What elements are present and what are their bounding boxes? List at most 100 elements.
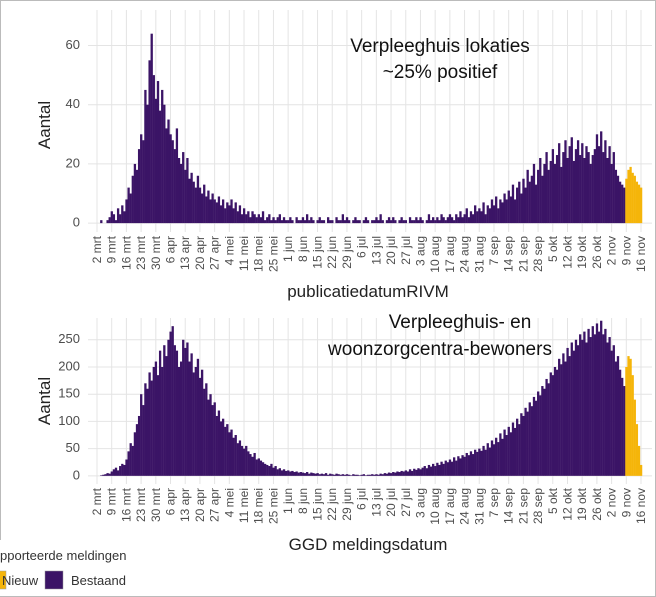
bar: [236, 443, 239, 476]
x-tick-label: 3 aug: [413, 236, 427, 266]
bar: [558, 143, 561, 224]
x-tick-label: 4 mei: [222, 488, 236, 517]
bar: [284, 470, 288, 476]
bar: [125, 459, 128, 476]
bar: [568, 356, 571, 476]
bar: [396, 471, 399, 476]
bar: [200, 369, 204, 476]
bar: [411, 220, 414, 224]
bar: [507, 426, 510, 476]
bar: [238, 205, 242, 224]
bar: [429, 466, 433, 476]
bar: [226, 202, 229, 224]
x-tick-label: 28 sep: [531, 236, 545, 272]
bar: [352, 220, 355, 224]
bar: [173, 345, 176, 476]
bar: [308, 473, 311, 476]
bar: [314, 473, 317, 476]
bar: [358, 220, 361, 224]
x-tick-label: 17 aug: [443, 236, 457, 273]
bar: [453, 220, 456, 224]
bar: [566, 347, 569, 476]
bar: [284, 220, 288, 224]
bar: [171, 140, 174, 224]
bar: [228, 205, 231, 224]
bar: [417, 220, 420, 224]
bar: [354, 474, 357, 476]
bar: [320, 220, 323, 224]
bar: [438, 464, 441, 476]
x-tick-label: 3 aug: [413, 488, 427, 518]
bar: [329, 473, 332, 476]
bar: [123, 211, 126, 224]
bar: [581, 143, 584, 224]
bar: [583, 331, 586, 476]
x-tick-label: 19 okt: [575, 487, 589, 520]
legend-label: Nieuw: [2, 573, 39, 588]
x-tick-label: 13 apr: [178, 236, 192, 270]
bar: [129, 443, 132, 476]
bar: [469, 211, 473, 224]
bar: [110, 471, 113, 476]
annotation: ~25% positief: [383, 62, 498, 83]
bar: [142, 405, 145, 476]
x-tick-label: 9 nov: [619, 236, 633, 265]
bar: [123, 464, 126, 476]
bar: [427, 464, 431, 476]
bar: [618, 369, 622, 476]
bar: [156, 375, 160, 476]
bar: [326, 217, 330, 224]
legend-swatch: [44, 570, 64, 590]
legend-background: [0, 540, 160, 596]
bar: [232, 208, 235, 224]
bar: [432, 463, 435, 476]
x-tick-label: 6 jul: [355, 488, 369, 510]
bar: [240, 214, 244, 224]
bar: [253, 214, 256, 224]
bar: [402, 220, 405, 224]
bar: [560, 364, 563, 476]
bar: [259, 217, 263, 224]
y-tick-label: 200: [58, 358, 80, 373]
bar: [247, 451, 250, 476]
bar: [465, 208, 468, 224]
bar: [486, 443, 489, 476]
bar: [390, 220, 393, 224]
bar: [198, 187, 202, 224]
bar: [558, 358, 561, 476]
bar: [478, 448, 481, 476]
bar: [316, 220, 319, 224]
bar: [497, 442, 500, 476]
bar: [326, 474, 330, 476]
x-tick-label: 14 sep: [502, 236, 516, 272]
bar: [242, 208, 246, 224]
bar: [291, 220, 294, 224]
bar: [562, 152, 565, 224]
x-tick-label: 22 jun: [325, 236, 339, 269]
x-tick-label: 12 okt: [560, 487, 574, 520]
bar: [576, 140, 580, 224]
bar: [581, 339, 584, 476]
bar: [608, 146, 611, 224]
bar: [597, 331, 601, 476]
x-tick-label: 24 aug: [458, 488, 472, 525]
bar: [413, 220, 416, 224]
bar: [467, 217, 471, 224]
bar: [289, 217, 292, 224]
x-tick-label: 25 mei: [266, 488, 280, 524]
x-tick-label: 1 jun: [281, 236, 295, 262]
bar: [484, 214, 487, 224]
x-tick-label: 18 mei: [252, 488, 266, 524]
bar: [524, 407, 527, 476]
bar: [268, 214, 271, 224]
bar: [539, 158, 542, 224]
bar: [282, 217, 286, 224]
bar: [585, 342, 588, 476]
bar: [448, 459, 452, 476]
annotation: woonzorgcentra-bewoners: [327, 339, 552, 360]
bar: [635, 424, 639, 476]
bar: [562, 353, 565, 476]
y-tick-label: 50: [66, 440, 80, 455]
bar: [503, 193, 506, 224]
bar: [320, 473, 323, 476]
